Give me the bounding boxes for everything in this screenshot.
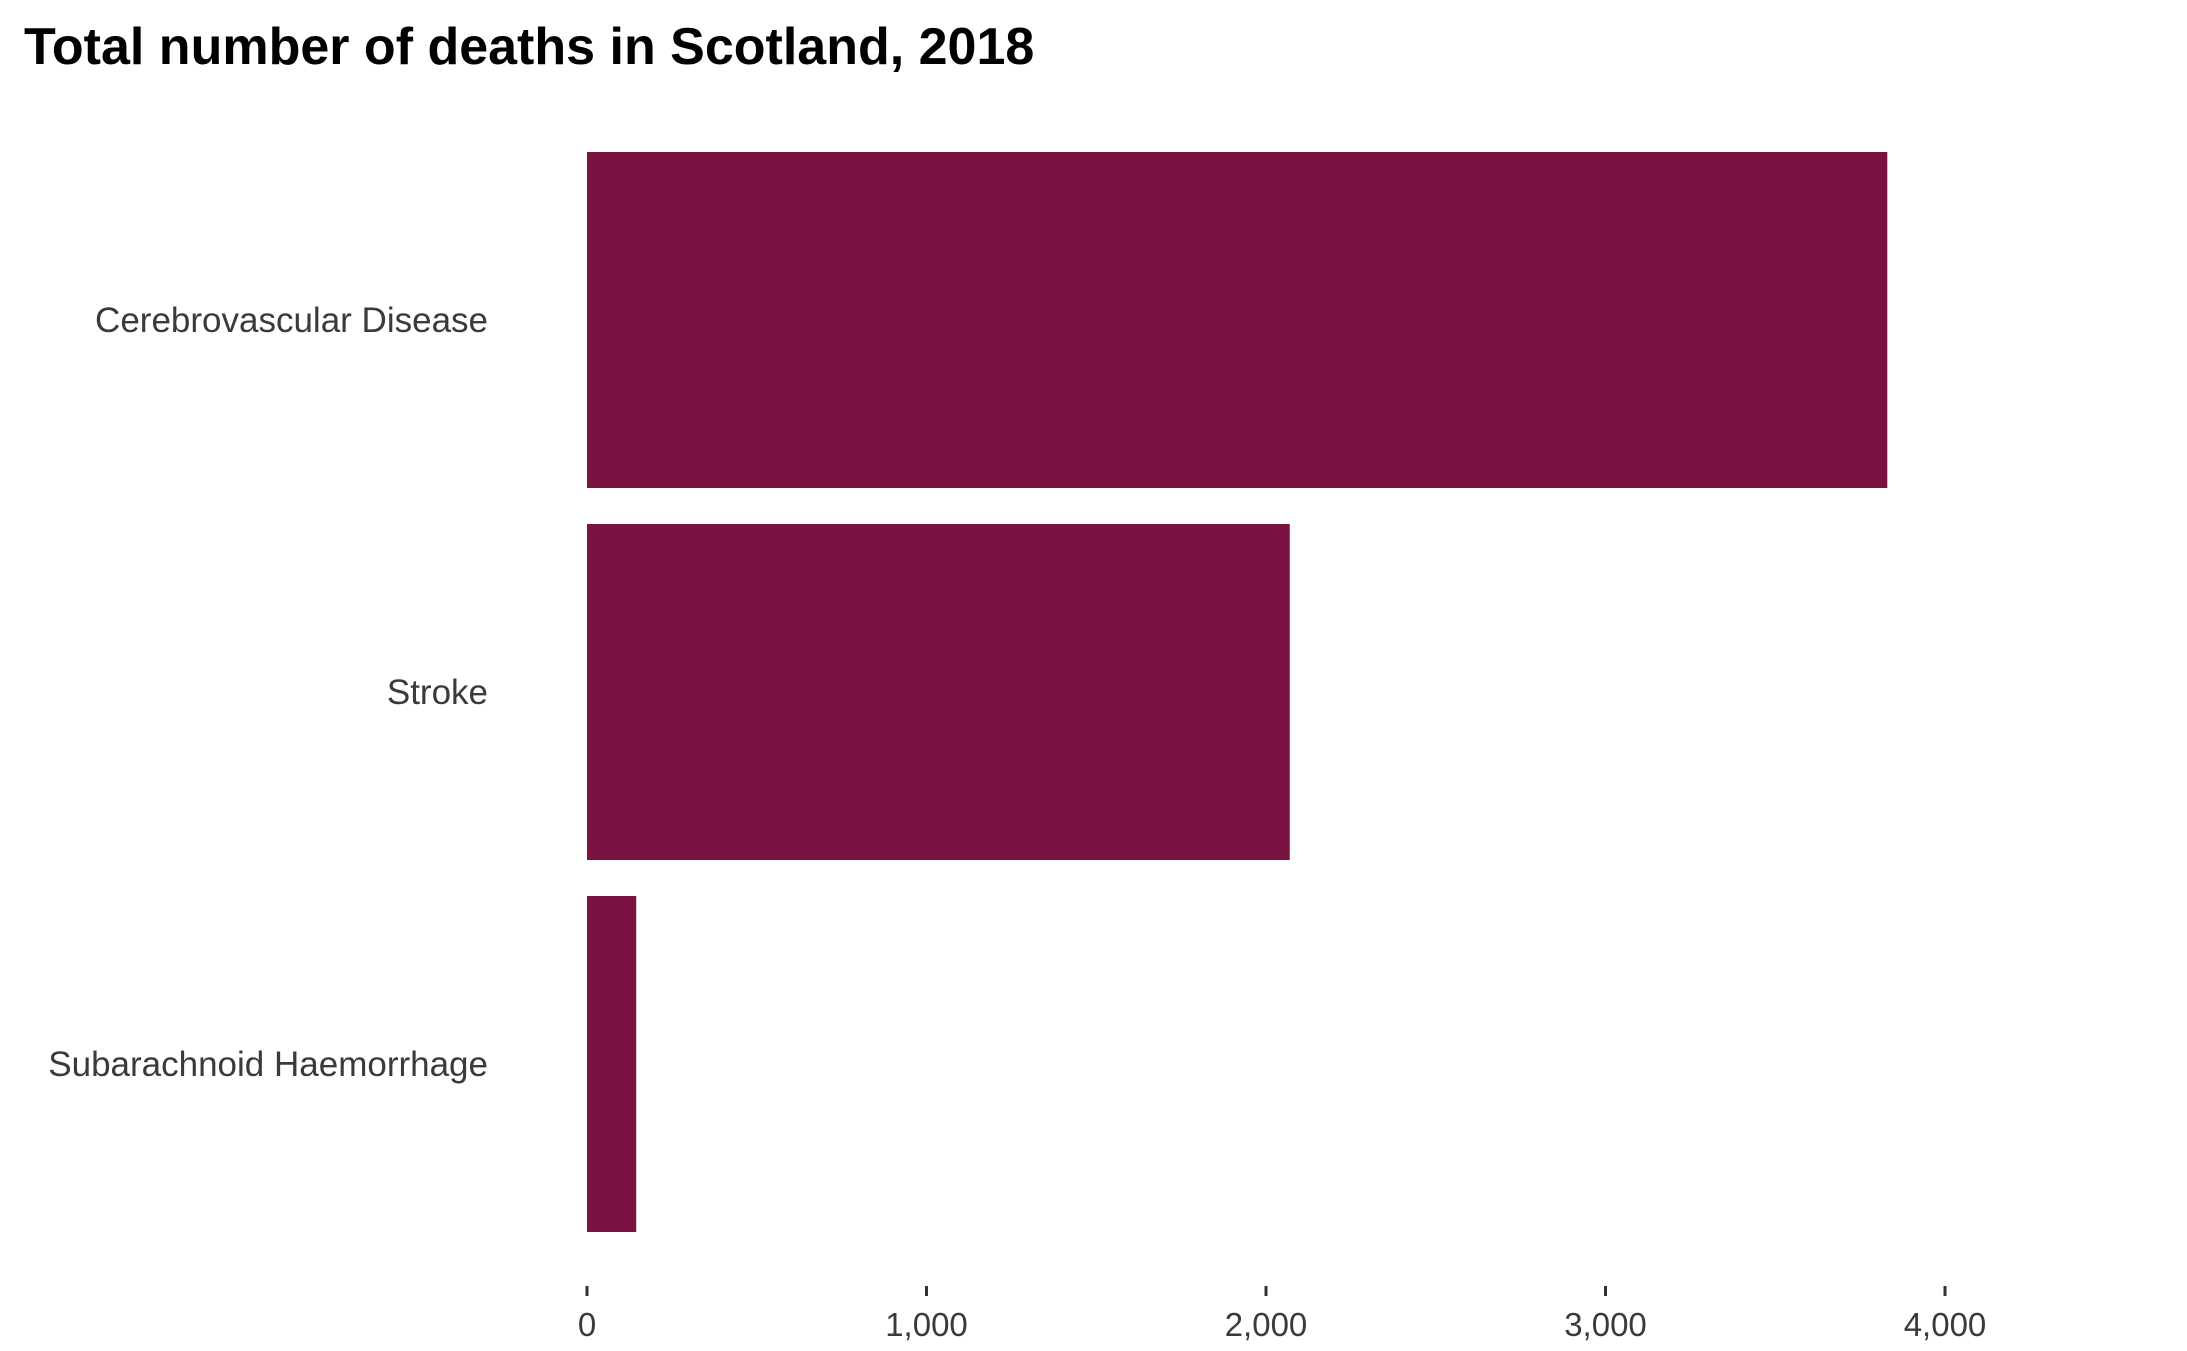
category-labels: Cerebrovascular Disease Stroke Subarachnoi…: [48, 301, 488, 1084]
x-tick-label: 4,000: [1904, 1306, 1987, 1343]
x-tick-label: 0: [578, 1306, 596, 1343]
bar-subarachnoid-haemorrhage: [587, 896, 637, 1232]
chart-title: Total number of deaths in Scotland, 2018: [24, 18, 1034, 76]
category-label: Subarachnoid Haemorrhage: [48, 1045, 488, 1084]
bar-cerebrovascular-disease: [587, 152, 1888, 488]
x-axis: 0 1,000 2,000 3,000 4,000: [578, 1286, 1986, 1343]
bar-stroke: [587, 524, 1290, 860]
bars-layer: [587, 152, 1888, 1232]
x-tick-label: 2,000: [1225, 1306, 1308, 1343]
x-tick-label: 3,000: [1564, 1306, 1647, 1343]
category-label: Stroke: [387, 673, 488, 712]
category-label: Cerebrovascular Disease: [95, 301, 488, 340]
x-tick-label: 1,000: [885, 1306, 968, 1343]
